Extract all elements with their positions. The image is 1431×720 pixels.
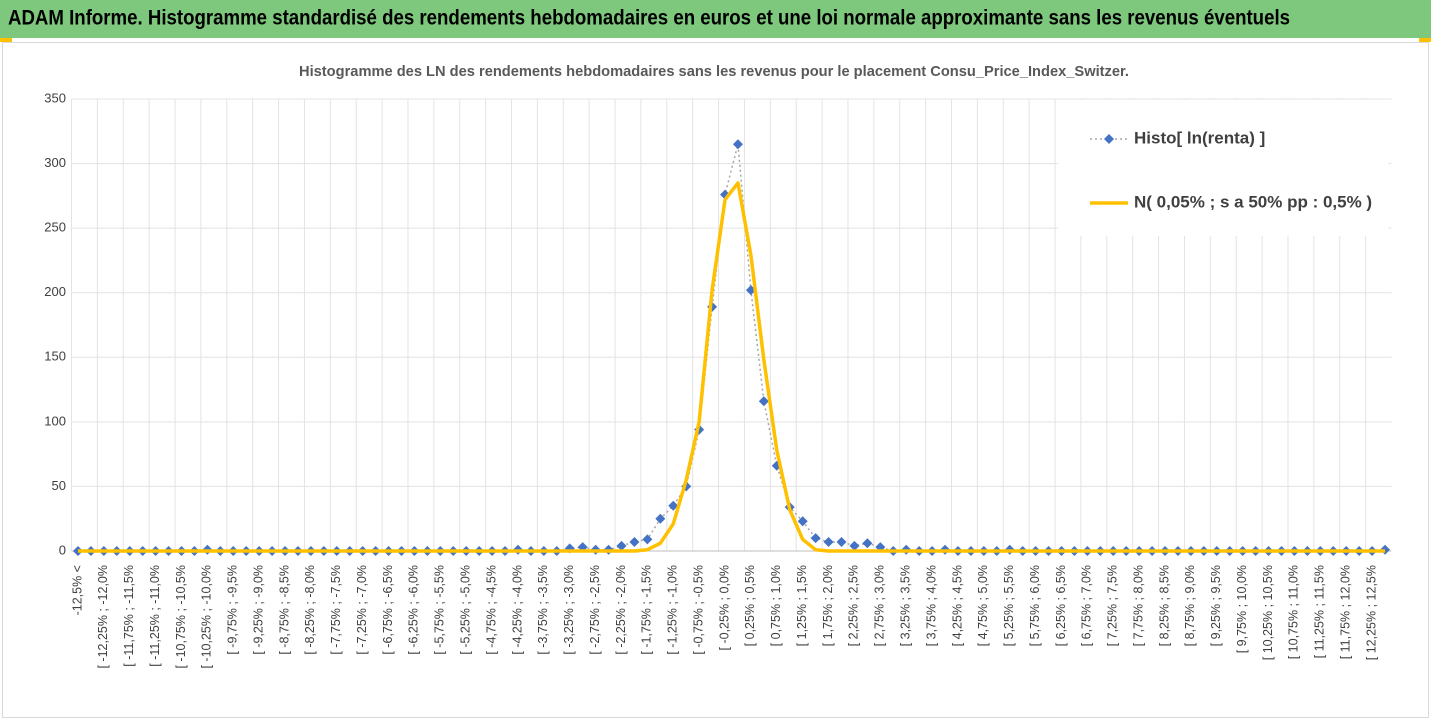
data-point (862, 538, 873, 549)
y-tick-label: 150 (44, 349, 66, 364)
data-point (732, 139, 743, 150)
y-tick-label: 200 (44, 284, 66, 299)
x-tick-label: [ -3,75% ; -3,5% (536, 565, 550, 655)
data-point (836, 536, 847, 547)
data-point (655, 513, 666, 524)
x-tick-label: [ -12,25% ; -12,0% (96, 565, 110, 669)
x-tick-label: [ 4,25% ; 4,5% (950, 565, 964, 646)
data-point (629, 536, 640, 547)
x-tick-label: [ -11,75% ; -11,5% (122, 565, 136, 667)
x-tick-label: [ -1,75% ; -1,5% (640, 565, 654, 655)
x-tick-label: [ -3,25% ; -3,0% (562, 565, 576, 655)
x-tick-label: [ 7,25% ; 7,5% (1106, 565, 1120, 646)
x-tick-label: [ 5,25% ; 5,5% (1002, 565, 1016, 646)
y-tick-label: 100 (44, 413, 66, 428)
legend-box (1058, 100, 1388, 236)
x-tick-label: [ 9,75% ; 10,0% (1235, 565, 1249, 653)
chart-border (2, 42, 1429, 718)
x-tick-label: [ 2,25% ; 2,5% (847, 565, 861, 646)
x-tick-label: [ 0,75% ; 1,0% (769, 565, 783, 646)
x-tick-label: [ 6,75% ; 7,0% (1080, 565, 1094, 646)
x-tick-label: [ 4,75% ; 5,0% (976, 565, 990, 646)
x-tick-label: [ 3,75% ; 4,0% (924, 565, 938, 646)
corner-mark (1419, 38, 1431, 42)
x-tick-label: [ -7,75% ; -7,5% (329, 565, 343, 655)
x-tick-label: [ 5,75% ; 6,0% (1028, 565, 1042, 646)
x-tick-label: [ -2,75% ; -2,5% (588, 565, 602, 655)
data-point (823, 536, 834, 547)
legend-marker (1104, 134, 1114, 144)
x-tick-label: [ 8,75% ; 9,0% (1183, 565, 1197, 646)
y-tick-label: 300 (44, 155, 66, 170)
x-tick-label: [ -0,75% ; -0,5% (691, 565, 705, 655)
data-point (642, 534, 653, 545)
x-tick-label: [ 7,75% ; 8,0% (1131, 565, 1145, 646)
x-tick-label: [ -7,25% ; -7,0% (355, 565, 369, 655)
x-tick-label: [ 3,25% ; 3,5% (899, 565, 913, 646)
x-tick-label: [ -9,75% ; -9,5% (226, 565, 240, 655)
x-tick-label: [ -2,25% ; -2,0% (614, 565, 628, 655)
x-tick-label: [ 1,75% ; 2,0% (821, 565, 835, 646)
x-tick-label: [ 11,25% ; 11,5% (1313, 565, 1327, 658)
legend-label: N( 0,05% ; s a 50% pp : 0,5% ) (1134, 192, 1372, 211)
x-tick-label: [ -5,75% ; -5,5% (433, 565, 447, 655)
data-point (668, 500, 679, 511)
x-tick-label: [ 10,25% ; 10,5% (1261, 565, 1275, 660)
x-tick-label: [ 9,25% ; 9,5% (1209, 565, 1223, 646)
x-tick-label: [ 10,75% ; 11,0% (1287, 565, 1301, 659)
corner-mark (0, 38, 12, 42)
y-tick-label: 350 (44, 90, 66, 105)
x-tick-label: -12,5% < (70, 565, 84, 615)
x-tick-label: [ -1,25% ; -1,0% (666, 565, 680, 655)
data-point (616, 540, 627, 551)
x-tick-label: [ -9,25% ; -9,0% (251, 565, 265, 655)
x-tick-label: [ 2,75% ; 3,0% (873, 565, 887, 646)
y-tick-label: 250 (44, 220, 66, 235)
series-line (77, 181, 1386, 553)
chart-title: Histogramme des LN des rendements hebdom… (299, 63, 1129, 80)
x-tick-label: [ 8,25% ; 8,5% (1157, 565, 1171, 646)
y-tick-label: 50 (52, 478, 66, 493)
x-tick-label: [ -4,75% ; -4,5% (484, 565, 498, 655)
data-point (758, 396, 769, 407)
x-tick-label: [ 0,25% ; 0,5% (743, 565, 757, 646)
header-bar (0, 0, 1431, 38)
x-tick-label: [ 1,25% ; 1,5% (795, 565, 809, 646)
data-point (797, 516, 808, 527)
x-tick-label: [ -8,75% ; -8,5% (277, 565, 291, 655)
x-tick-label: [ -0,25% ; 0,0% (717, 565, 731, 650)
x-tick-label: [ -6,75% ; -6,5% (381, 565, 395, 655)
x-tick-label: [ -8,25% ; -8,0% (303, 565, 317, 655)
x-tick-label: [ -5,25% ; -5,0% (459, 565, 473, 655)
data-point (849, 540, 860, 551)
x-tick-label: [ 11,75% ; 12,0% (1339, 565, 1353, 659)
x-tick-label: [ -4,25% ; -4,0% (510, 565, 524, 655)
x-tick-label: [ -6,25% ; -6,0% (407, 565, 421, 655)
data-point (810, 533, 821, 544)
x-tick-label: [ 6,25% ; 6,5% (1054, 565, 1068, 646)
legend-label: Histo[ ln(renta) ] (1134, 128, 1265, 147)
x-tick-label: [ 12,25% ; 12,5% (1364, 565, 1378, 660)
page-header: ADAM Informe. Histogramme standardisé de… (8, 7, 1290, 30)
x-tick-label: [ -10,25% ; -10,0% (200, 565, 214, 669)
x-tick-label: [ -11,25% ; -11,0% (148, 565, 162, 667)
x-tick-label: [ -10,75% ; -10,5% (174, 565, 188, 669)
y-tick-label: 0 (59, 542, 66, 557)
